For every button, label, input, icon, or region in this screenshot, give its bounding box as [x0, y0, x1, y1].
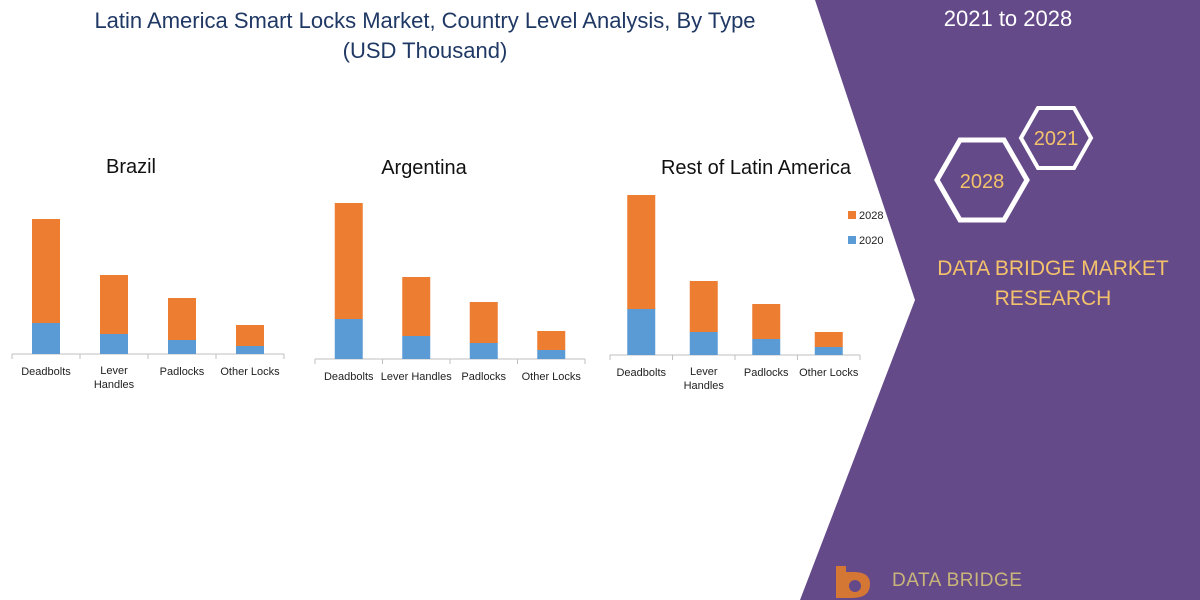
- chart-1-category-label: Deadbolts: [324, 371, 374, 383]
- footer-logo-text: DATA BRIDGE: [892, 570, 1023, 591]
- hexagon-2021-icon: [1018, 106, 1094, 170]
- bar-brazil-other-locks-2020: [236, 346, 264, 354]
- brand-name-line2: RESEARCH: [994, 287, 1112, 310]
- hexagon-2021-label: 2021: [1034, 128, 1079, 150]
- bar-rest-of-latin-america-lever-handles-2028: [689, 281, 718, 332]
- chart-2-category-label: Padlocks: [744, 367, 789, 379]
- brand-name-line1: DATA BRIDGE MARKET: [937, 257, 1169, 280]
- chart-0-category-label: Lever Handles: [94, 365, 135, 391]
- bar-brazil-other-locks-2028: [236, 325, 264, 346]
- bar-brazil-deadbolts-2020: [32, 323, 60, 354]
- bar-brazil-deadbolts-2028: [32, 219, 60, 323]
- bar-brazil-padlocks-2020: [168, 340, 196, 354]
- bar-argentina-lever-handles-2020: [402, 336, 431, 359]
- chart-title-line2: (USD Thousand): [342, 38, 508, 63]
- chart-1-category-label: Lever Handles: [381, 371, 452, 383]
- bar-argentina-other-locks-2020: [537, 350, 566, 359]
- bar-argentina-other-locks-2028: [537, 331, 566, 350]
- chart-title-line1: Latin America Smart Locks Market, Countr…: [94, 8, 756, 33]
- bar-argentina-padlocks-2020: [469, 343, 498, 359]
- chart-title: Latin America Smart Locks Market, Countr…: [40, 6, 810, 66]
- year-range: 2021 to 2028: [943, 6, 1073, 31]
- chart-0-category-label: Padlocks: [160, 366, 205, 378]
- bar-rest-of-latin-america-padlocks-2020: [752, 339, 781, 355]
- bar-rest-of-latin-america-deadbolts-2028: [627, 195, 656, 309]
- bar-argentina-deadbolts-2020: [334, 319, 363, 359]
- brand-name: DATA BRIDGE MARKET RESEARCH: [918, 254, 1188, 314]
- chart-0-category-label: Deadbolts: [21, 366, 71, 378]
- legend-swatch-2028: [848, 211, 856, 219]
- chart-2-category-label: Deadbolts: [616, 367, 666, 379]
- bar-argentina-padlocks-2028: [469, 302, 498, 343]
- bar-brazil-lever-handles-2020: [100, 334, 128, 354]
- chart-2-category-label: Other Locks: [799, 367, 859, 379]
- chart-2-title: Rest of Latin America: [661, 157, 852, 179]
- chart-0-title: Brazil: [106, 156, 156, 178]
- bar-argentina-lever-handles-2028: [402, 277, 431, 336]
- bar-argentina-deadbolts-2028: [334, 203, 363, 319]
- chart-1-title: Argentina: [381, 157, 467, 179]
- bar-rest-of-latin-america-other-locks-2028: [814, 332, 843, 347]
- chart-1-category-label: Padlocks: [461, 371, 506, 383]
- bar-rest-of-latin-america-other-locks-2020: [814, 347, 843, 355]
- chart-area: Brazil Deadbolts Lever Handles Padlocks Other…: [11, 156, 883, 392]
- chart-0-category-label: Other Locks: [220, 366, 280, 378]
- bar-brazil-lever-handles-2028: [100, 275, 128, 334]
- hexagon-2028-label: 2028: [960, 171, 1005, 193]
- bar-rest-of-latin-america-deadbolts-2020: [627, 309, 656, 355]
- company-logo-icon: [836, 566, 870, 598]
- bar-rest-of-latin-america-lever-handles-2020: [689, 332, 718, 355]
- brand-panel-shape: [800, 0, 1200, 600]
- bar-rest-of-latin-america-padlocks-2028: [752, 304, 781, 339]
- hexagon-2028-icon: [934, 137, 1030, 223]
- chart-1-category-label: Other Locks: [522, 371, 582, 383]
- legend-label-2028: 2028: [859, 210, 883, 222]
- chart-2-category-label: Lever Handles: [684, 366, 725, 392]
- legend-swatch-2020: [848, 236, 856, 244]
- bar-brazil-padlocks-2028: [168, 298, 196, 340]
- legend-label-2020: 2020: [859, 235, 883, 247]
